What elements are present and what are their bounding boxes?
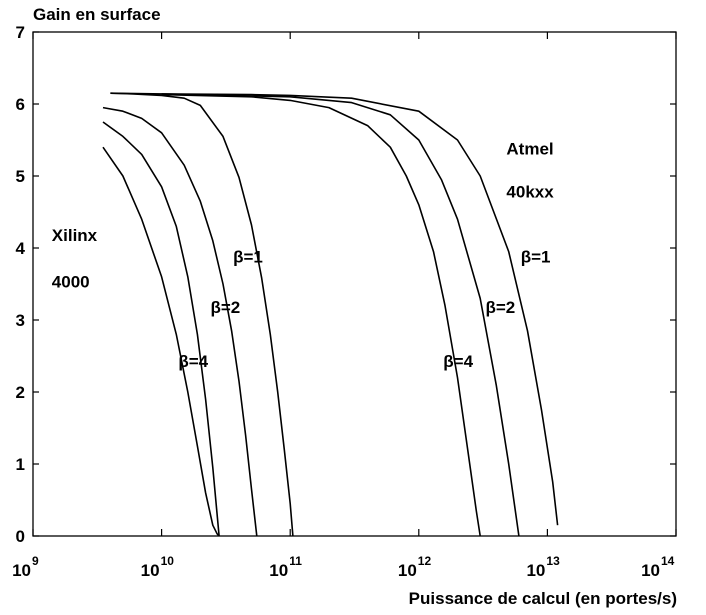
x-tick-label: 10 [641, 561, 660, 580]
series-line-3 [102, 146, 220, 537]
y-tick-label: 6 [16, 95, 25, 114]
y-tick-label: 3 [16, 311, 25, 330]
series-line-2 [102, 121, 220, 537]
series-line-4 [110, 92, 559, 526]
annotation-label: Atmel [506, 139, 553, 158]
annotation-label: 4000 [52, 273, 90, 292]
annotation-label: β=1 [521, 247, 551, 266]
annotation-label: 40kxx [506, 183, 554, 202]
x-tick-label: 10 [526, 561, 545, 580]
x-tick-exponent: 14 [661, 554, 675, 568]
y-tick-label: 0 [16, 527, 25, 546]
y-tick-label: 7 [16, 23, 25, 42]
series-line-1 [102, 106, 258, 537]
annotation-label: Xilinx [52, 226, 98, 245]
y-tick-label: 4 [16, 239, 26, 258]
x-tick-exponent: 12 [418, 554, 432, 568]
series-line-6 [161, 93, 481, 537]
annotation-label: β=2 [485, 298, 515, 317]
x-tick-exponent: 11 [289, 554, 302, 568]
y-axis-label: Gain en surface [33, 5, 161, 24]
x-tick-exponent: 13 [546, 554, 560, 568]
x-tick-label: 10 [398, 561, 417, 580]
y-tick-label: 5 [16, 167, 25, 186]
series-line-5 [161, 93, 520, 537]
series-line-0 [110, 92, 294, 537]
x-tick-exponent: 9 [32, 554, 39, 568]
x-tick-exponent: 10 [161, 554, 175, 568]
y-tick-label: 2 [16, 383, 25, 402]
x-axis-label: Puissance de calcul (en portes/s) [409, 589, 677, 608]
x-tick-label: 10 [141, 561, 160, 580]
annotation-label: β=2 [210, 298, 240, 317]
annotation-label: β=1 [233, 247, 263, 266]
y-tick-label: 1 [16, 455, 25, 474]
x-tick-label: 10 [12, 561, 31, 580]
plot-frame [32, 31, 677, 537]
annotation-label: β=4 [178, 352, 208, 371]
annotation-label: β=4 [443, 352, 473, 371]
x-tick-label: 10 [269, 561, 288, 580]
